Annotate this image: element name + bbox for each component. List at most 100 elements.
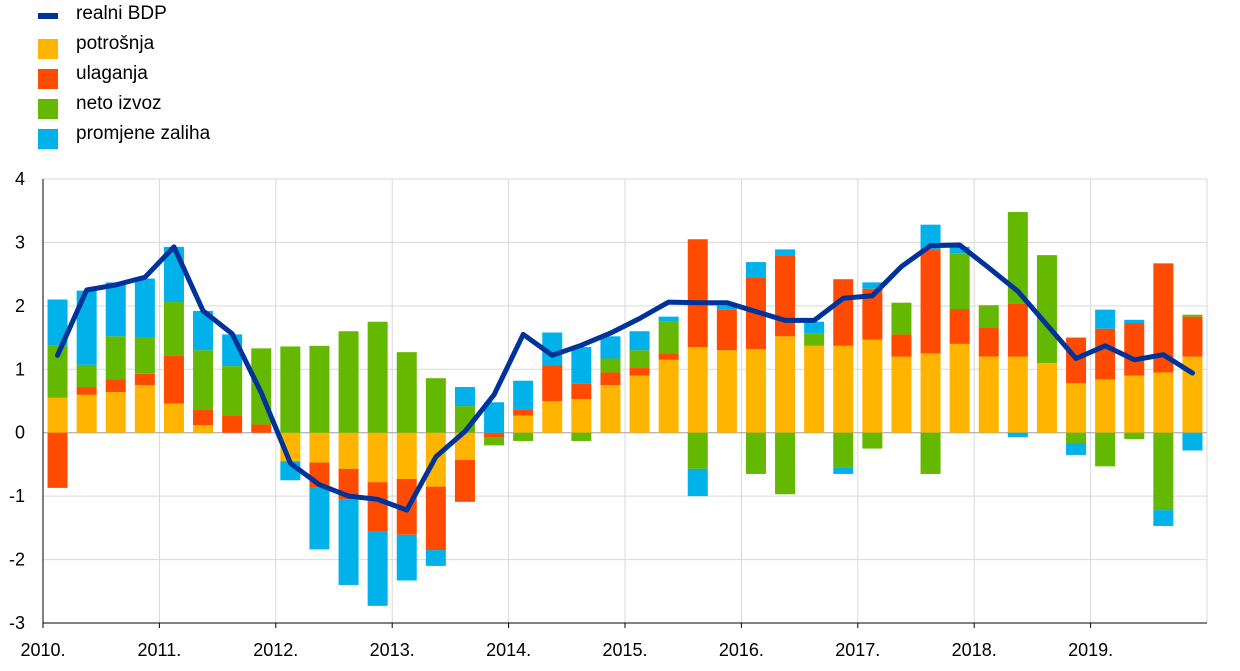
bar-neto_izvoz (1124, 432, 1145, 440)
bar-potrosnja (396, 432, 417, 480)
bar-ulaganja (833, 279, 854, 346)
bar-promjene_zaliha (600, 336, 621, 359)
legend-swatch-ulaganja (38, 69, 58, 89)
gdp-line (55, 242, 1195, 513)
bar-neto_izvoz (891, 302, 912, 335)
bar-neto_izvoz (309, 345, 330, 433)
bar-potrosnja (1036, 362, 1057, 433)
bar-promjene_zaliha (338, 499, 359, 585)
legend-item-promjene_zaliha: promjene zaliha (38, 120, 278, 150)
bar-ulaganja (1095, 328, 1116, 380)
bar-neto_izvoz (222, 366, 243, 416)
bar-ulaganja (1182, 316, 1203, 357)
bar-potrosnja (949, 343, 970, 433)
chart-legend: realni BDP potrošnja ulaganja neto izvoz pro… (38, 0, 278, 150)
bar-ulaganja (920, 250, 941, 354)
bar-neto_izvoz (47, 345, 68, 398)
bar-potrosnja (629, 375, 650, 433)
x-tick-label: 2012. (253, 640, 298, 660)
bar-promjene_zaliha (1153, 510, 1174, 526)
x-tick-label: 2010. (20, 640, 65, 660)
bar-ulaganja (251, 424, 272, 433)
bar-promjene_zaliha (513, 380, 534, 410)
x-tick-label: 2018. (952, 640, 997, 660)
bar-promjene_zaliha (804, 321, 825, 334)
legend-swatch-neto_izvoz (38, 99, 58, 119)
bar-neto_izvoz (978, 305, 999, 328)
bar-ulaganja (862, 288, 883, 340)
x-tick-label: 2019. (1068, 640, 1113, 660)
y-tick-label: 0 (15, 423, 25, 443)
bar-promjene_zaliha (1066, 443, 1087, 455)
bar-ulaganja (658, 353, 679, 360)
bar-potrosnja (600, 385, 621, 433)
legend-item-neto_izvoz: neto izvoz (38, 90, 278, 120)
bar-promjene_zaliha (484, 402, 505, 433)
bar-promjene_zaliha (716, 305, 737, 310)
bar-ulaganja (716, 309, 737, 351)
bar-neto_izvoz (1036, 255, 1057, 363)
bar-ulaganja (687, 239, 708, 348)
bar-ulaganja (367, 482, 388, 532)
bar-ulaganja (629, 368, 650, 376)
bar-promjene_zaliha (949, 246, 970, 254)
bar-promjene_zaliha (396, 534, 417, 581)
bar-ulaganja (425, 486, 446, 551)
bar-neto_izvoz (920, 432, 941, 474)
bar-potrosnja (775, 336, 796, 433)
bar-potrosnja (716, 350, 737, 433)
legend-item-realni_bdp: realni BDP (38, 0, 278, 30)
bar-neto_izvoz (687, 432, 708, 469)
bar-potrosnja (1007, 356, 1028, 433)
bar-potrosnja (978, 356, 999, 433)
x-tick-label: 2015. (602, 640, 647, 660)
y-tick-label: 1 (15, 359, 25, 379)
bar-ulaganja (775, 255, 796, 337)
bar-promjene_zaliha (542, 332, 563, 366)
bar-neto_izvoz (745, 432, 766, 474)
bar-potrosnja (105, 392, 126, 433)
bar-neto_izvoz (134, 337, 155, 374)
bar-ulaganja (222, 415, 243, 433)
legend-swatch-realni_bdp (38, 13, 58, 19)
bar-ulaganja (163, 355, 184, 404)
y-tick-label: 4 (15, 169, 25, 189)
bar-promjene_zaliha (1007, 432, 1028, 438)
bar-neto_izvoz (484, 437, 505, 446)
legend-item-potrosnja: potrošnja (38, 30, 278, 60)
bar-promjene_zaliha (658, 316, 679, 322)
legend-swatch-potrosnja (38, 39, 58, 59)
bar-neto_izvoz (1007, 211, 1028, 304)
bar-promjene_zaliha (1182, 432, 1203, 451)
bar-ulaganja (1124, 322, 1145, 376)
bar-neto_izvoz (163, 302, 184, 356)
x-tick-label: 2011. (138, 640, 182, 660)
bar-potrosnja (571, 399, 592, 433)
axes: 4 3 2 1 0 -1 -2 -3 2010. 2011. 2012. 2013. 2014. 2015… (9, 169, 1207, 660)
bar-neto_izvoz (862, 432, 883, 449)
bar-ulaganja (134, 373, 155, 386)
bar-neto_izvoz (76, 364, 97, 388)
bar-ulaganja (1007, 303, 1028, 357)
y-tick-label: -3 (9, 613, 25, 633)
bar-potrosnja (1066, 383, 1087, 433)
legend-swatch-promjene_zaliha (38, 129, 58, 149)
bar-ulaganja (193, 409, 214, 426)
bar-neto_izvoz (833, 432, 854, 468)
bar-ulaganja (891, 334, 912, 357)
bar-potrosnja (134, 385, 155, 433)
bar-ulaganja (513, 409, 534, 416)
bar-potrosnja (1124, 375, 1145, 433)
bar-promjene_zaliha (1124, 319, 1145, 323)
bar-ulaganja (949, 309, 970, 344)
gridlines (42, 178, 1208, 624)
legend-label: neto izvoz (76, 93, 162, 114)
bar-promjene_zaliha (47, 299, 68, 346)
bar-potrosnja (862, 339, 883, 433)
bar-potrosnja (47, 397, 68, 433)
gdp-series-line (55, 242, 1195, 513)
bar-neto_izvoz (1153, 432, 1174, 511)
bar-ulaganja (1153, 263, 1174, 373)
bar-neto_izvoz (367, 321, 388, 433)
